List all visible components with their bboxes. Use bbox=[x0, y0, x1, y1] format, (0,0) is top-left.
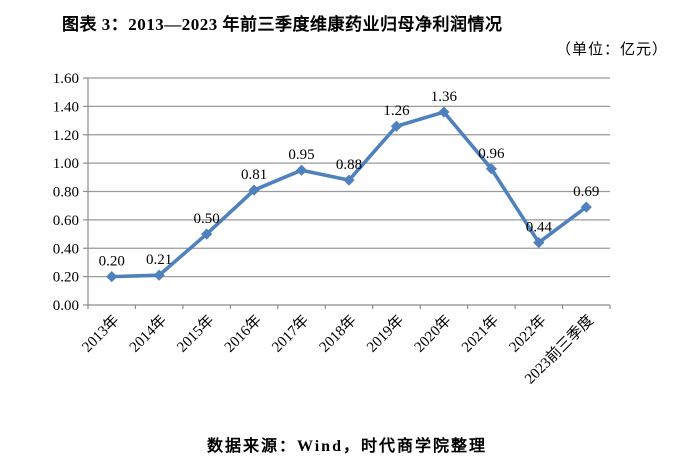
data-label: 0.96 bbox=[478, 146, 505, 162]
data-label: 0.21 bbox=[146, 252, 172, 268]
data-point-marker bbox=[438, 106, 450, 118]
x-tick-label: 2018年 bbox=[316, 312, 360, 356]
x-tick-label: 2014年 bbox=[126, 312, 170, 356]
y-tick-label: 0.20 bbox=[53, 270, 79, 286]
y-tick-label: 1.20 bbox=[53, 128, 79, 144]
y-tick-label: 0.60 bbox=[53, 213, 79, 229]
data-label: 0.81 bbox=[241, 167, 267, 183]
data-label: 1.36 bbox=[431, 89, 458, 105]
x-tick-label: 2019年 bbox=[363, 312, 407, 356]
data-label: 0.88 bbox=[336, 157, 362, 173]
x-tick-label: 2016年 bbox=[221, 312, 265, 356]
data-point-marker bbox=[390, 120, 403, 132]
data-point-marker bbox=[201, 228, 213, 240]
x-tick-label: 2017年 bbox=[269, 312, 313, 356]
data-label: 1.26 bbox=[383, 103, 410, 119]
y-tick-label: 0.80 bbox=[53, 185, 79, 201]
data-point-marker bbox=[485, 163, 497, 175]
y-tick-label: 0.40 bbox=[53, 241, 79, 257]
data-label: 0.20 bbox=[99, 254, 125, 270]
y-tick-label: 1.60 bbox=[53, 71, 79, 87]
x-tick-label: 2013年 bbox=[79, 312, 123, 356]
data-label: 0.95 bbox=[288, 147, 314, 163]
y-tick-label: 0.00 bbox=[53, 298, 79, 314]
data-point-marker bbox=[248, 184, 260, 196]
x-tick-label: 2015年 bbox=[174, 312, 218, 356]
data-label: 0.44 bbox=[526, 220, 553, 236]
x-tick-label: 2022年 bbox=[506, 312, 550, 356]
data-point-marker bbox=[343, 174, 355, 186]
series-line bbox=[109, 110, 589, 279]
data-label: 0.50 bbox=[194, 211, 220, 227]
x-tick-label: 2021年 bbox=[458, 312, 502, 356]
data-point-marker bbox=[295, 164, 308, 176]
line-chart: 0.00 0.20 0.40 0.60 0.80 1.00 1.20 1.40 1.60 2013… bbox=[53, 71, 611, 387]
x-tick-label: 2020年 bbox=[411, 312, 455, 356]
unit-label: （单位：亿元） bbox=[555, 42, 668, 58]
y-tick-label: 1.00 bbox=[53, 156, 79, 172]
data-point-marker bbox=[106, 271, 118, 283]
data-label: 0.69 bbox=[573, 184, 599, 200]
chart-title: 图表 3：2013—2023 年前三季度维康药业归母净利润情况 bbox=[62, 15, 503, 34]
y-tick-label: 1.40 bbox=[53, 99, 79, 115]
source-note: 数据来源：Wind，时代商学院整理 bbox=[207, 438, 487, 455]
data-point-marker bbox=[533, 236, 545, 249]
data-point-marker bbox=[580, 201, 592, 213]
data-point-marker bbox=[153, 269, 165, 281]
